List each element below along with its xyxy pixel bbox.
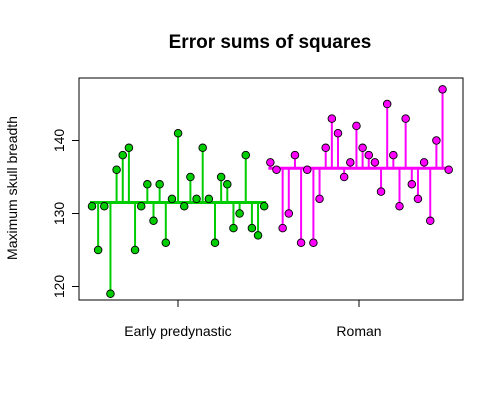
- data-point: [376, 187, 386, 196]
- data-point: [155, 180, 164, 189]
- data-point: [315, 194, 324, 204]
- data-point: [333, 128, 343, 138]
- data-point: [143, 180, 152, 189]
- y-axis-label: Maximum skull breadth: [4, 116, 20, 260]
- y-tick-label: 140: [51, 129, 67, 153]
- data-point: [296, 238, 306, 247]
- data-point: [210, 238, 220, 247]
- data-point: [136, 201, 146, 211]
- data-point: [216, 172, 226, 182]
- data-point: [432, 136, 441, 145]
- data-point: [130, 245, 140, 255]
- data-point: [266, 158, 275, 167]
- data-point: [87, 201, 97, 211]
- data-point: [179, 201, 189, 211]
- y-tick-label: 120: [51, 275, 67, 299]
- data-point: [106, 289, 115, 299]
- data-point: [124, 143, 134, 153]
- data-point: [241, 150, 250, 160]
- data-point: [321, 143, 330, 153]
- data-point: [407, 180, 417, 189]
- data-point: [93, 245, 103, 255]
- data-point: [426, 216, 435, 226]
- chart-title: Error sums of squares: [169, 32, 372, 53]
- data-point: [118, 150, 127, 160]
- data-point: [358, 143, 367, 153]
- data-point: [278, 223, 287, 233]
- data-point: [382, 99, 392, 109]
- data-point: [370, 158, 380, 167]
- data-point: [192, 194, 201, 204]
- data-point: [401, 114, 410, 123]
- data-point: [259, 201, 269, 211]
- data-point: [327, 114, 337, 123]
- series-1: [87, 128, 269, 299]
- data-point: [389, 150, 398, 160]
- data-point: [303, 165, 312, 174]
- x-tick-label: Early predynastic: [124, 323, 231, 339]
- data-point: [444, 165, 453, 174]
- data-point: [223, 180, 232, 189]
- data-point: [198, 143, 207, 153]
- data-point: [229, 223, 238, 233]
- y-tick-label: 130: [51, 202, 67, 226]
- x-axis: Early predynastic Roman: [124, 299, 382, 339]
- data-point: [364, 150, 374, 160]
- data-point: [290, 150, 300, 160]
- plot-frame: [78, 77, 464, 301]
- series-2: [266, 85, 453, 247]
- data-point: [309, 238, 318, 247]
- data-point: [413, 194, 423, 204]
- data-point: [284, 209, 294, 218]
- data-point: [438, 85, 447, 94]
- data-point: [419, 158, 429, 167]
- data-point: [272, 165, 281, 174]
- data-point: [339, 172, 349, 182]
- data-point: [204, 194, 214, 204]
- data-point: [247, 223, 257, 233]
- data-point: [235, 209, 244, 218]
- x-tick-label: Roman: [336, 323, 381, 339]
- data-point: [149, 216, 158, 226]
- data-point: [395, 201, 404, 211]
- data-point: [167, 194, 177, 204]
- data-point: [112, 165, 121, 174]
- data-point: [186, 172, 195, 182]
- data-point: [352, 121, 361, 131]
- series-layer: [87, 85, 453, 299]
- data-point: [161, 238, 171, 247]
- y-axis: 120 130 140: [51, 129, 80, 299]
- data-point: [173, 128, 183, 138]
- data-point: [346, 158, 355, 167]
- data-point: [100, 201, 109, 211]
- data-point: [253, 231, 263, 240]
